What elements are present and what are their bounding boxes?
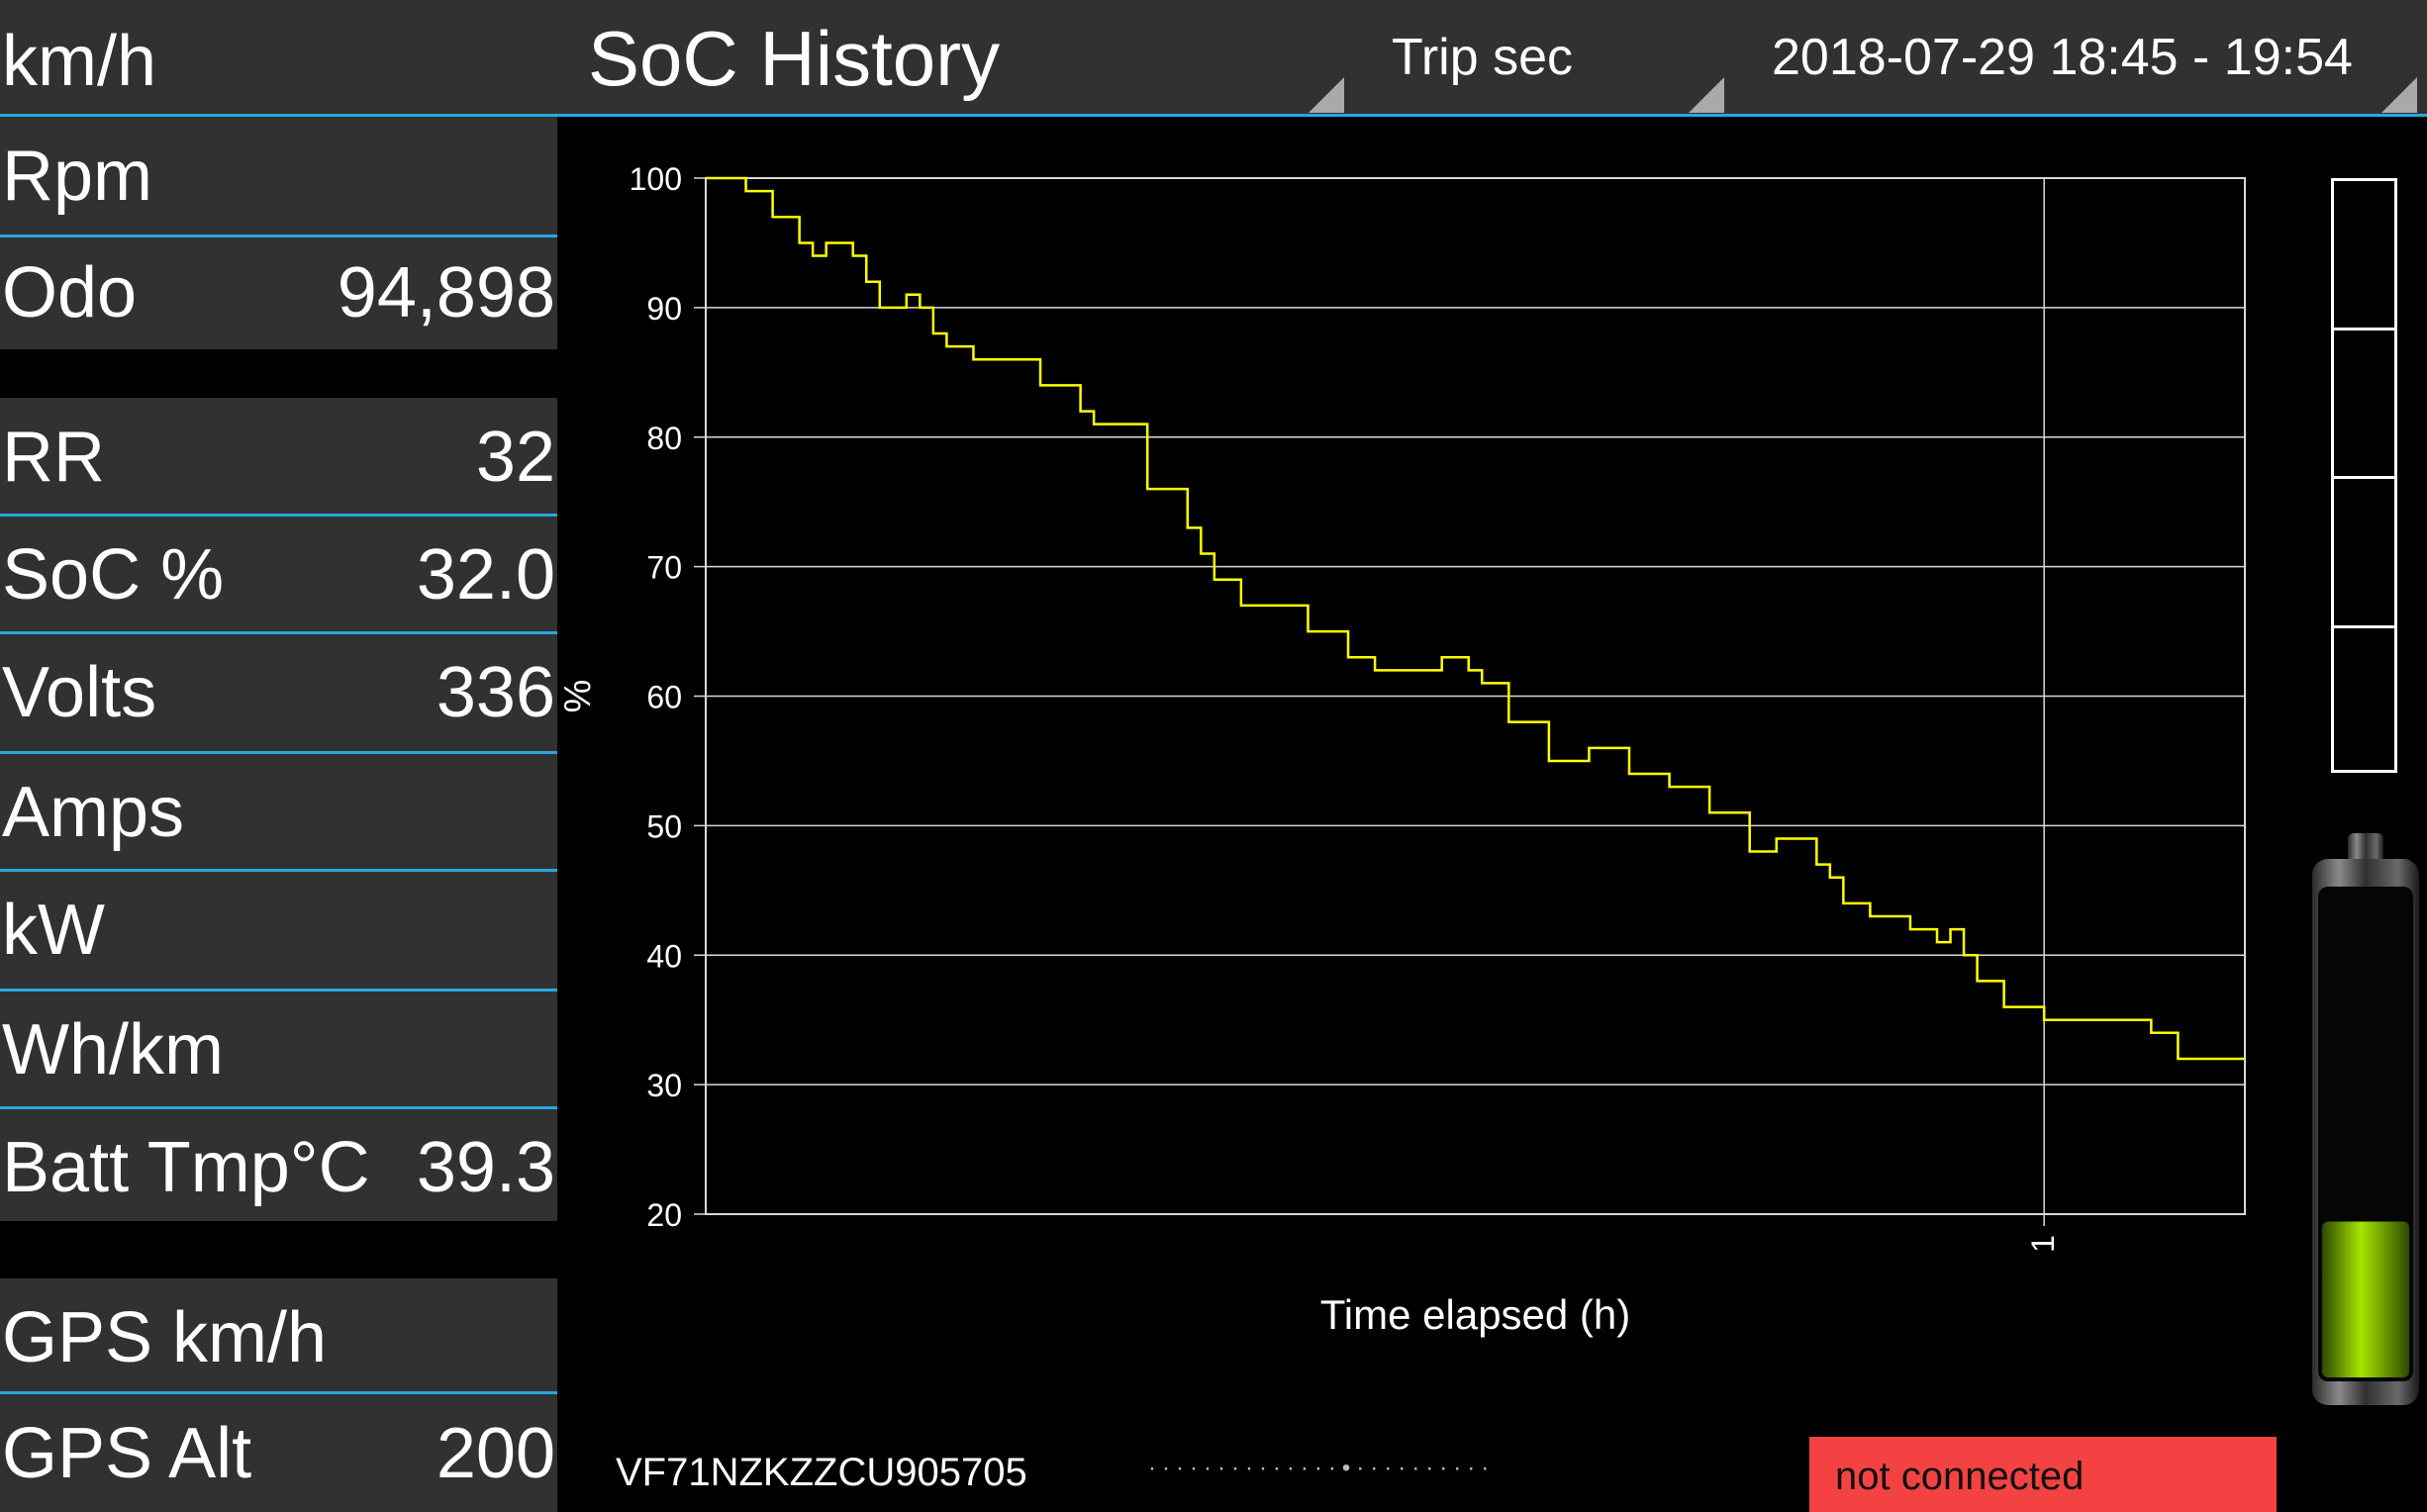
y-tick-label: 90 bbox=[646, 291, 682, 327]
metric-gps-alt: GPS Alt 200 bbox=[0, 1394, 557, 1510]
divider bbox=[0, 751, 557, 754]
y-tick-label: 50 bbox=[646, 808, 682, 844]
metric-label: Wh/km bbox=[2, 1010, 224, 1089]
metric-value: 200 bbox=[436, 1414, 555, 1493]
metric-wh-km: Wh/km bbox=[0, 991, 557, 1106]
metric-kw: kW bbox=[0, 871, 557, 987]
divider bbox=[0, 514, 557, 517]
y-tick-label: 100 bbox=[630, 161, 682, 197]
y-tick-label: 40 bbox=[646, 938, 682, 974]
metric-label: kW bbox=[2, 891, 105, 970]
metric-value: 32.0 bbox=[416, 535, 555, 614]
metric-value: 32 bbox=[475, 418, 555, 497]
x-tick-label: 1 bbox=[2025, 1235, 2061, 1253]
metrics-panel-1: Rpm Odo 94,898 bbox=[0, 117, 557, 349]
x-axis-label: Time elapsed (h) bbox=[1320, 1291, 1631, 1338]
divider bbox=[0, 989, 557, 992]
metric-label: GPS Alt bbox=[2, 1414, 252, 1493]
y-tick-label: 70 bbox=[646, 550, 682, 586]
metric-odo: Odo 94,898 bbox=[0, 234, 557, 349]
metric-rr: RR 32 bbox=[0, 398, 557, 514]
chart-type-dropdown-icon[interactable] bbox=[1309, 77, 1344, 113]
trip-dropdown-icon[interactable] bbox=[1689, 77, 1724, 113]
divider bbox=[0, 631, 557, 634]
segment-divider bbox=[2334, 476, 2394, 479]
metric-label: Rpm bbox=[2, 137, 153, 216]
metric-label: Batt Tmp°C bbox=[2, 1128, 370, 1207]
divider bbox=[0, 1106, 557, 1109]
metric-label: RR bbox=[2, 418, 105, 497]
metrics-panel-3: GPS km/h GPS Alt 200 bbox=[0, 1278, 557, 1512]
y-tick-label: 30 bbox=[646, 1068, 682, 1103]
metric-label: Odo bbox=[2, 253, 138, 332]
metric-amps: Amps bbox=[0, 753, 557, 869]
metric-batt-temp: Batt Tmp°C 39.3 bbox=[0, 1108, 557, 1224]
plot-area bbox=[705, 177, 2246, 1215]
metric-value: 94,898 bbox=[337, 253, 555, 332]
connection-status-text: not connected bbox=[1835, 1455, 2085, 1498]
soc-history-chart[interactable]: 100 90 80 70 60 50 40 30 20 1 Time elapsed (h)% bbox=[557, 119, 2260, 1356]
speed-label: km/h bbox=[2, 22, 157, 101]
y-axis-label: % bbox=[557, 680, 599, 713]
metric-gps-speed: GPS km/h bbox=[0, 1278, 557, 1394]
segment-divider bbox=[2334, 625, 2394, 628]
divider bbox=[0, 1391, 557, 1394]
metric-volts: Volts 336 bbox=[0, 633, 557, 749]
vin-label: VF71NZKZZCU905705 bbox=[616, 1451, 1027, 1494]
top-divider bbox=[0, 114, 2427, 117]
date-range-selector[interactable]: 2018-07-29 18:45 - 19:54 bbox=[1772, 29, 2353, 86]
divider bbox=[0, 235, 557, 237]
metric-value: 336 bbox=[436, 653, 555, 732]
metric-label: GPS km/h bbox=[2, 1298, 328, 1377]
metric-label: Volts bbox=[2, 653, 157, 732]
metric-soc: SoC % 32.0 bbox=[0, 516, 557, 631]
series-line bbox=[706, 176, 2245, 1061]
connection-status-badge[interactable]: not connected bbox=[1809, 1437, 2277, 1512]
segment-divider bbox=[2334, 328, 2394, 331]
metric-value: 39.3 bbox=[416, 1128, 555, 1207]
trip-selector[interactable]: Trip sec bbox=[1392, 29, 1573, 86]
metric-rpm: Rpm bbox=[0, 117, 557, 233]
metric-label: SoC % bbox=[2, 535, 225, 614]
segment-indicator bbox=[2331, 178, 2397, 773]
metric-label: Amps bbox=[2, 773, 185, 852]
page-indicator[interactable]: ··············•·········· bbox=[1148, 1455, 1496, 1481]
y-tick-label: 20 bbox=[646, 1197, 682, 1233]
battery-fill bbox=[2322, 1221, 2409, 1377]
chart-type-selector[interactable]: SoC History bbox=[588, 15, 1001, 102]
top-bar bbox=[0, 0, 2427, 114]
y-tick-label: 80 bbox=[646, 421, 682, 456]
divider bbox=[0, 869, 557, 872]
battery-icon bbox=[2312, 833, 2419, 1405]
metrics-panel-2: RR 32 SoC % 32.0 Volts 336 Amps kW Wh/km… bbox=[0, 398, 557, 1221]
date-range-dropdown-icon[interactable] bbox=[2381, 77, 2417, 113]
y-tick-label: 60 bbox=[646, 680, 682, 715]
